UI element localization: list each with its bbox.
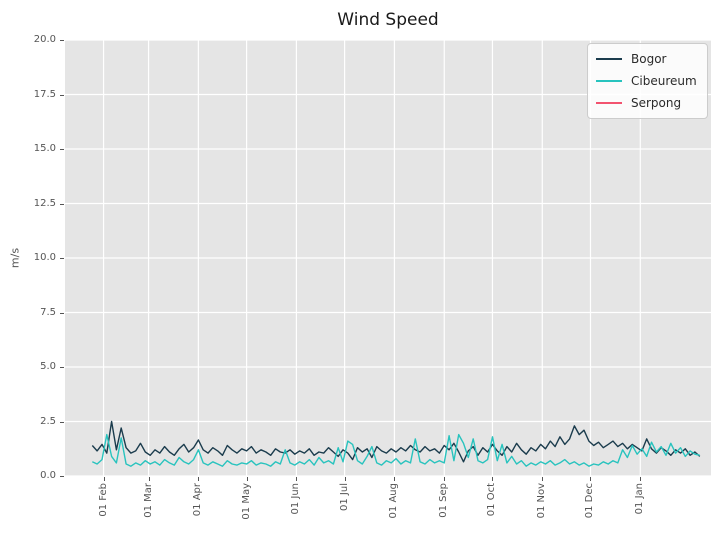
x-tick-mark: [444, 477, 446, 481]
legend-item-serpong: Serpong: [596, 95, 697, 111]
y-tick-mark: [60, 421, 64, 423]
legend: Bogor Cibeureum Serpong: [587, 43, 708, 119]
legend-item-cibeureum: Cibeureum: [596, 73, 697, 89]
x-tick-mark: [148, 477, 150, 481]
y-tick-mark: [60, 94, 64, 96]
y-tick-mark: [60, 40, 64, 41]
x-tick-label: 01 Nov: [536, 483, 548, 519]
legend-item-bogor: Bogor: [596, 51, 697, 67]
series-line-bogor: [91, 420, 701, 463]
x-tick-label: 01 May: [240, 483, 252, 520]
y-tick-label: 15.0: [33, 143, 56, 154]
x-tick-mark: [344, 477, 346, 481]
legend-line-icon: [596, 102, 622, 104]
x-tick-mark: [590, 477, 592, 481]
x-tick-label: 01 Jun: [290, 483, 302, 515]
x-tick-label: 01 Jul: [338, 483, 350, 511]
y-tick-label: 20.0: [33, 34, 56, 45]
y-tick-mark: [60, 312, 64, 314]
x-tick-label: 01 Aug: [388, 483, 400, 519]
x-tick-label: 01 Oct: [486, 483, 498, 517]
legend-line-icon: [596, 80, 622, 82]
legend-label: Cibeureum: [631, 74, 697, 88]
y-tick-label: 12.5: [33, 197, 56, 209]
x-tick-mark: [542, 477, 544, 481]
y-tick-label: 7.5: [40, 306, 56, 318]
x-tick-label: 01 Apr: [192, 483, 204, 517]
x-tick-mark: [640, 477, 642, 481]
y-tick-label: 2.5: [40, 415, 56, 427]
y-tick-mark: [60, 476, 64, 477]
x-tick-label: 01 Sep: [438, 483, 450, 518]
x-tick-mark: [394, 477, 396, 481]
x-tick-mark: [296, 477, 298, 481]
legend-label: Bogor: [631, 52, 667, 66]
y-tick-mark: [60, 258, 64, 259]
chart-title: Wind Speed: [337, 10, 439, 30]
x-tick-mark: [246, 477, 248, 481]
y-tick-label: 10.0: [33, 252, 56, 263]
x-tick-mark: [198, 477, 200, 481]
x-tick-label: 01 Dec: [584, 483, 596, 519]
x-tick-label: 01 Jan: [634, 483, 646, 515]
y-tick-mark: [60, 149, 64, 150]
chart-canvas: [65, 40, 711, 476]
y-tick-mark: [60, 203, 64, 205]
legend-label: Serpong: [631, 96, 682, 110]
y-tick-mark: [60, 367, 64, 368]
y-tick-label: 17.5: [33, 88, 56, 100]
series-line-cibeureum: [92, 433, 700, 467]
x-tick-label: 01 Feb: [97, 483, 109, 517]
y-tick-label: 0.0: [40, 470, 56, 481]
x-tick-mark: [492, 477, 494, 481]
x-tick-label: 01 Mar: [142, 483, 154, 518]
legend-line-icon: [596, 58, 622, 60]
x-tick-mark: [103, 477, 105, 481]
y-tick-label: 5.0: [40, 361, 56, 372]
